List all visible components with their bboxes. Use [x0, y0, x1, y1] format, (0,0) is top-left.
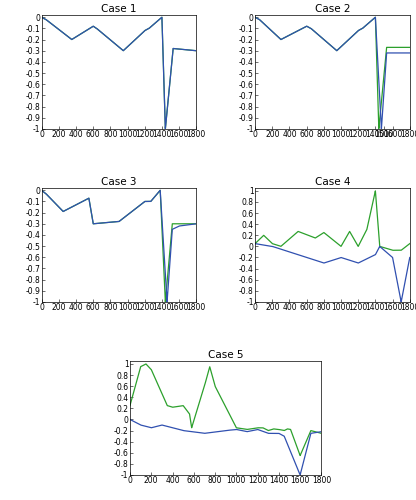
Title: Case 4: Case 4	[314, 178, 350, 188]
Title: Case 1: Case 1	[101, 4, 137, 14]
Title: Case 5: Case 5	[208, 350, 243, 360]
Title: Case 3: Case 3	[101, 178, 137, 188]
Title: Case 2: Case 2	[314, 4, 350, 14]
